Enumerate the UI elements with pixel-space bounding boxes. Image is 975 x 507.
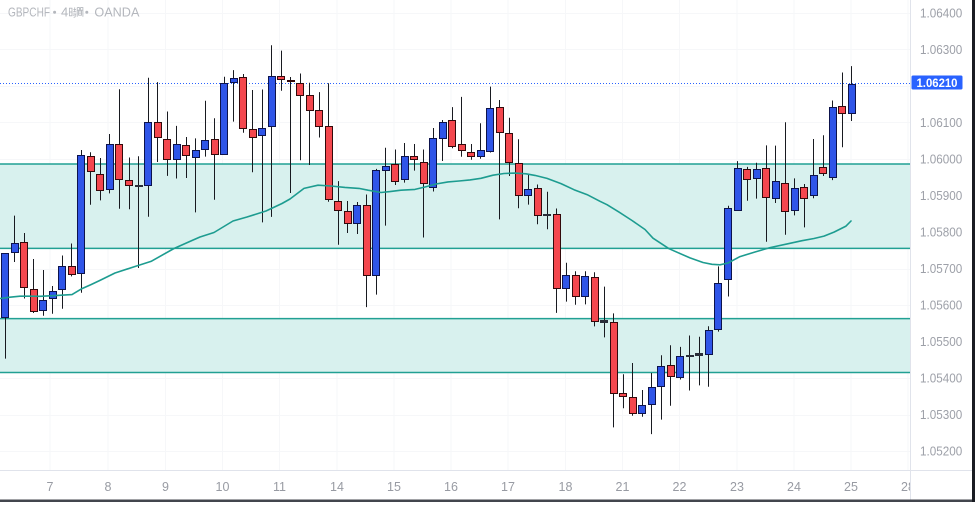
svg-text:9: 9 (162, 480, 169, 494)
svg-text:18: 18 (559, 480, 573, 494)
svg-text:1.05500: 1.05500 (920, 335, 962, 349)
svg-text:1.06210: 1.06210 (917, 78, 958, 90)
svg-text:1.05900: 1.05900 (920, 189, 962, 203)
svg-text:1.05200: 1.05200 (920, 444, 962, 458)
svg-text:10: 10 (216, 480, 230, 494)
svg-text:1.06300: 1.06300 (920, 43, 962, 57)
svg-text:16: 16 (444, 480, 458, 494)
svg-text:1.06400: 1.06400 (920, 6, 962, 20)
svg-text:1.05400: 1.05400 (920, 371, 962, 385)
svg-text:1.06100: 1.06100 (920, 116, 962, 130)
svg-text:GBPCHF: GBPCHF (8, 5, 50, 20)
svg-text:1.05600: 1.05600 (920, 298, 962, 312)
svg-text:17: 17 (501, 480, 515, 494)
svg-text:21: 21 (616, 480, 630, 494)
svg-text:15: 15 (387, 480, 401, 494)
svg-text:24: 24 (787, 480, 801, 494)
svg-text:1.06000: 1.06000 (920, 152, 962, 166)
svg-text:OANDA: OANDA (94, 5, 139, 20)
svg-text:4: 4 (61, 5, 68, 20)
svg-text:23: 23 (730, 480, 744, 494)
svg-text:25: 25 (844, 480, 858, 494)
svg-text:8: 8 (105, 480, 112, 494)
svg-text:1.05700: 1.05700 (920, 262, 962, 276)
svg-text:22: 22 (673, 480, 687, 494)
svg-text:14: 14 (330, 480, 344, 494)
svg-text:1.05300: 1.05300 (920, 408, 962, 422)
svg-text:7: 7 (47, 480, 54, 494)
svg-text:28: 28 (901, 480, 915, 494)
svg-text:1.05800: 1.05800 (920, 225, 962, 239)
svg-text:11: 11 (273, 480, 286, 494)
